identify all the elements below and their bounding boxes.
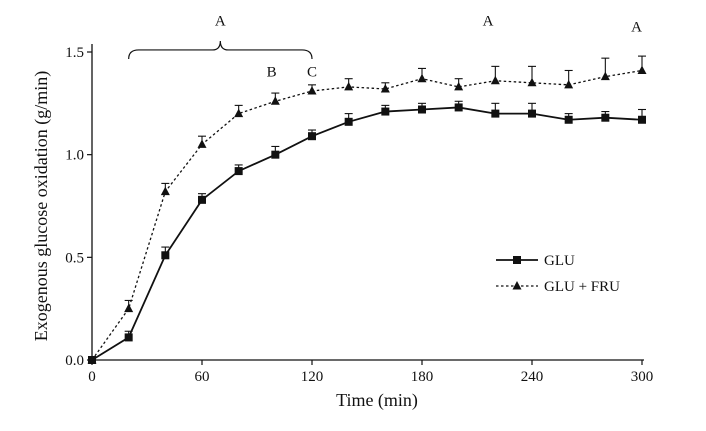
y-tick-label: 0.0 [65, 353, 84, 369]
data-point [528, 109, 536, 118]
data-point [344, 117, 353, 126]
annotation-label: A [215, 13, 226, 29]
y-axis-title: Exogenous glucose oxidation (g/min) [31, 71, 52, 341]
data-point [491, 109, 500, 118]
data-point [161, 251, 170, 260]
data-point [418, 105, 426, 114]
annotation-layer: A A A B C [128, 13, 642, 81]
annotation-label: A [631, 19, 642, 35]
brace [128, 40, 313, 59]
x-tick-label: 240 [521, 369, 544, 385]
legend-label: GLU [544, 253, 575, 269]
series-layer [87, 55, 647, 364]
data-point [454, 81, 464, 91]
data-point [417, 73, 427, 83]
data-point [564, 115, 573, 124]
data-point [270, 96, 280, 105]
data-point [124, 333, 133, 342]
data-point [344, 81, 354, 91]
data-point [198, 195, 206, 204]
annotation-label: C [307, 65, 317, 81]
series-glu-fru [87, 55, 647, 364]
data-point [308, 132, 316, 141]
x-tick-label: 300 [631, 369, 654, 385]
annotation-label: B [267, 65, 277, 81]
data-point [197, 139, 207, 148]
axes: 0 60 120 180 240 300 0.0 0.5 1.0 1.5 Time (min) Exo… [31, 44, 653, 411]
x-tick-label: 60 [195, 369, 210, 385]
data-point [564, 79, 574, 89]
data-point [454, 103, 463, 112]
data-point [637, 65, 647, 74]
data-point [88, 356, 96, 364]
data-point [160, 186, 170, 196]
series-glu [88, 100, 646, 364]
legend-marker [513, 256, 521, 264]
data-point [600, 71, 610, 81]
x-tick-label: 120 [301, 369, 324, 385]
data-point [490, 75, 500, 85]
x-tick-label: 180 [411, 369, 434, 385]
legend-marker [512, 281, 522, 290]
data-point [124, 303, 134, 313]
y-tick-label: 1.0 [65, 148, 84, 164]
data-point [380, 83, 390, 93]
legend: GLU GLU + FRU [496, 253, 620, 295]
data-point [271, 150, 280, 159]
data-point [307, 86, 317, 95]
data-point [601, 113, 610, 122]
data-point [527, 77, 537, 87]
series-line [91, 69, 643, 361]
data-point [234, 167, 243, 176]
y-tick-label: 1.5 [65, 45, 84, 61]
data-point [234, 108, 244, 118]
x-tick-label: 0 [88, 369, 96, 385]
legend-label: GLU + FRU [544, 279, 620, 295]
data-point [638, 115, 646, 124]
series-line [91, 106, 643, 361]
x-axis-title: Time (min) [336, 390, 418, 411]
data-point [381, 107, 390, 116]
y-tick-label: 0.5 [65, 250, 84, 266]
annotation-label: A [483, 13, 494, 29]
